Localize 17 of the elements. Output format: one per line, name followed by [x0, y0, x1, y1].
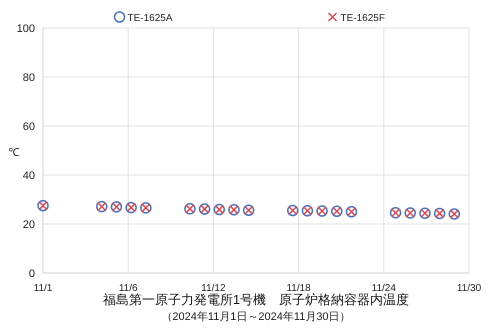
x-tick-label: 11/30 [456, 283, 482, 294]
y-axis-title: ℃ [8, 147, 20, 159]
y-tick-label: 20 [22, 219, 35, 231]
legend-label: TE-1625F [340, 13, 385, 24]
y-tick-label: 0 [28, 268, 35, 280]
text: （2024年11月1日～2024年11月30日） [161, 311, 351, 323]
x-tick-label: 11/1 [34, 283, 53, 294]
y-tick-label: 80 [22, 72, 35, 84]
legend-label: TE-1625A [128, 13, 173, 24]
x-tick-label: 11/6 [118, 283, 138, 294]
y-tick-label: 100 [16, 23, 35, 35]
x-tick-label: 11/24 [372, 283, 396, 294]
y-tick-label: 60 [22, 121, 35, 133]
y-tick-label: 40 [22, 170, 35, 182]
text: 福島第一原子力発電所1号機 原子炉格納容器内温度 [102, 292, 410, 307]
x-tick-label: 11/18 [286, 283, 312, 294]
x-tick-label: 11/12 [201, 283, 226, 294]
